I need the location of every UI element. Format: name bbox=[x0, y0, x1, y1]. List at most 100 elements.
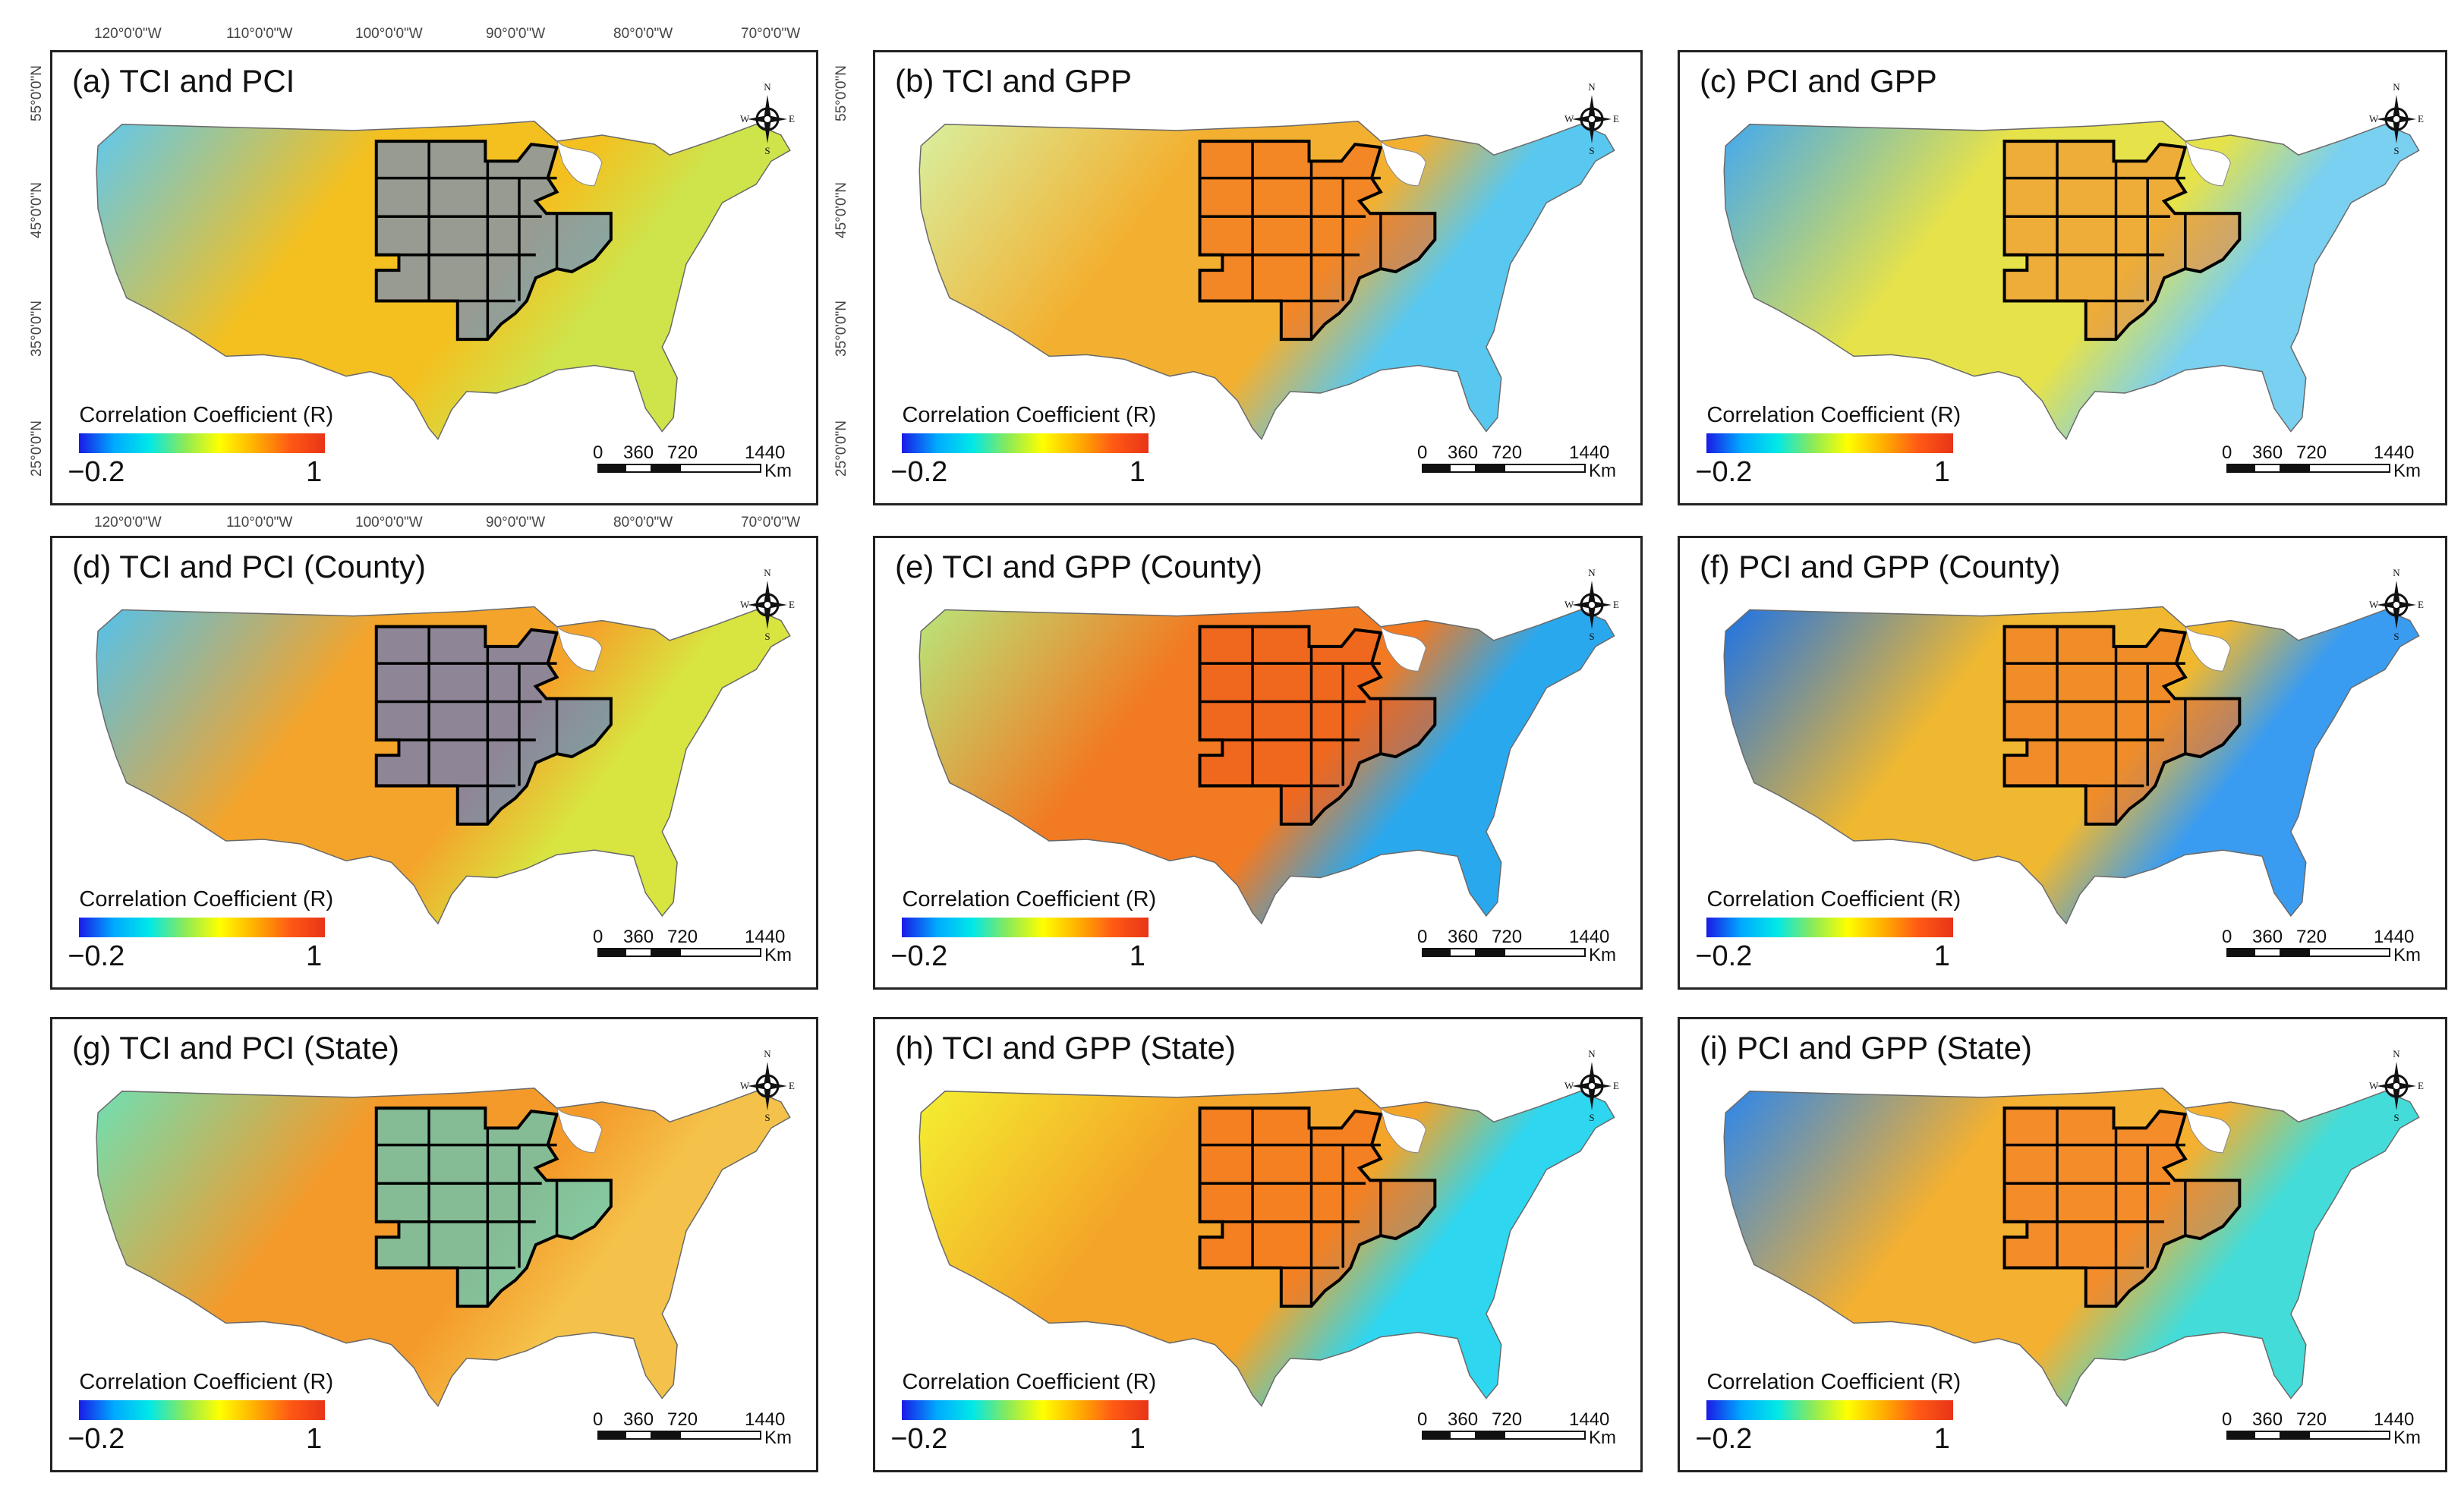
map-panel-b: (b) TCI and GPP N S W E Correlation Coef… bbox=[873, 50, 1643, 505]
panel-title: (d) TCI and PCI (County) bbox=[72, 549, 427, 584]
scale-tick: 720 bbox=[2296, 442, 2327, 463]
legend-colorbar bbox=[902, 1400, 1149, 1420]
scale-tick: 720 bbox=[1492, 927, 1523, 947]
us-map bbox=[918, 1087, 1615, 1408]
map-panel-e: (e) TCI and GPP (County) N S W E Correla… bbox=[873, 536, 1643, 990]
scale-segment bbox=[1504, 1431, 1586, 1440]
map-panel-d: (d) TCI and PCI (County) N S W E Correla… bbox=[50, 536, 818, 990]
us-map bbox=[96, 1087, 791, 1408]
lon-label: 80°0'0"W bbox=[613, 515, 673, 530]
scale-tick: 360 bbox=[2252, 927, 2283, 947]
map-panel-a: (a) TCI and PCI N S W E Correlation Coef… bbox=[50, 50, 818, 505]
legend-colorbar bbox=[79, 918, 326, 937]
scale-unit: Km bbox=[2393, 461, 2421, 481]
legend-title: Correlation Coefficient (R) bbox=[902, 887, 1157, 911]
great-lakes bbox=[556, 1107, 603, 1154]
us-map bbox=[1723, 1087, 2420, 1408]
scale-segment bbox=[625, 948, 652, 957]
scale-segment bbox=[2281, 464, 2308, 473]
svg-text:S: S bbox=[764, 1112, 770, 1122]
state-lines bbox=[376, 141, 559, 340]
svg-text:S: S bbox=[1589, 145, 1594, 156]
scale-unit: Km bbox=[2393, 945, 2421, 965]
scale-segment bbox=[2226, 464, 2254, 473]
lon-label: 70°0'0"W bbox=[741, 515, 801, 530]
legend-colorbar bbox=[1706, 1400, 1953, 1420]
scale-bar: 0 360 720 1440 Km bbox=[593, 442, 805, 481]
scale-tick: 0 bbox=[1417, 442, 1428, 463]
panel-title: (e) TCI and GPP (County) bbox=[895, 549, 1262, 584]
scale-segment bbox=[2308, 948, 2390, 957]
legend-min-label: −0.2 bbox=[890, 940, 948, 972]
scale-tick: 360 bbox=[1448, 927, 1479, 947]
compass-icon: N S W E bbox=[737, 80, 798, 156]
panel-title: (h) TCI and GPP (State) bbox=[895, 1030, 1236, 1066]
scale-segment bbox=[597, 1431, 625, 1440]
state-lines bbox=[2004, 626, 2187, 824]
legend-colorbar bbox=[902, 433, 1149, 453]
svg-text:N: N bbox=[2393, 567, 2400, 578]
legend-max-label: 1 bbox=[1129, 1423, 1145, 1455]
scale-bar: 0 360 720 1440 Km bbox=[2222, 442, 2434, 481]
midwest-highlight bbox=[374, 140, 613, 342]
lon-label: 110°0'0"W bbox=[226, 26, 293, 42]
svg-text:N: N bbox=[2393, 81, 2400, 93]
lat-label: 25°0'0"N bbox=[29, 420, 45, 477]
map-panel-h: (h) TCI and GPP (State) N S W E Correlat… bbox=[873, 1017, 1643, 1472]
scale-segment bbox=[2226, 948, 2254, 957]
scale-segment bbox=[652, 1431, 679, 1440]
lon-label: 100°0'0"W bbox=[355, 26, 423, 42]
scale-segment bbox=[597, 948, 625, 957]
great-lakes bbox=[556, 625, 603, 672]
legend-min-label: −0.2 bbox=[1695, 456, 1753, 488]
legend-title: Correlation Coefficient (R) bbox=[79, 887, 334, 911]
midwest-highlight bbox=[1198, 1107, 1437, 1308]
midwest-highlight bbox=[374, 625, 613, 826]
svg-text:E: E bbox=[789, 113, 795, 124]
legend-colorbar bbox=[1706, 918, 1953, 937]
great-lakes bbox=[2184, 140, 2231, 187]
scale-tick: 0 bbox=[1417, 927, 1428, 947]
scale-tick: 360 bbox=[1448, 442, 1479, 463]
scale-segment bbox=[1476, 464, 1504, 473]
compass-icon: N S W E bbox=[737, 565, 798, 642]
scale-tick: 1440 bbox=[1569, 927, 1610, 947]
scale-segment bbox=[2308, 464, 2390, 473]
svg-text:W: W bbox=[2369, 599, 2379, 610]
scale-unit: Km bbox=[1589, 945, 1616, 965]
legend-min-label: −0.2 bbox=[1695, 940, 1753, 972]
legend-max-label: 1 bbox=[1933, 940, 1950, 972]
state-lines bbox=[1199, 1108, 1382, 1307]
svg-text:N: N bbox=[2393, 1048, 2400, 1059]
scale-segment bbox=[1504, 464, 1586, 473]
legend-title: Correlation Coefficient (R) bbox=[1706, 1370, 1961, 1394]
scale-segment bbox=[597, 464, 625, 473]
scale-segment bbox=[679, 1431, 761, 1440]
scale-segment bbox=[2281, 1431, 2308, 1440]
svg-text:W: W bbox=[2369, 113, 2379, 124]
scale-segment bbox=[1422, 464, 1449, 473]
scale-bar: 0 360 720 1440 Km bbox=[1417, 1409, 1630, 1448]
legend-min-label: −0.2 bbox=[68, 1423, 125, 1455]
great-lakes bbox=[1379, 140, 1426, 187]
scale-segment bbox=[1476, 1431, 1504, 1440]
midwest-highlight bbox=[1198, 140, 1437, 342]
state-lines bbox=[2004, 141, 2187, 340]
panel-title: (c) PCI and GPP bbox=[1700, 63, 1937, 99]
svg-text:E: E bbox=[1613, 113, 1619, 124]
map-panel-f: (f) PCI and GPP (County) N S W E Correla… bbox=[1678, 536, 2447, 990]
svg-text:W: W bbox=[2369, 1080, 2379, 1091]
legend-colorbar bbox=[79, 1400, 326, 1420]
svg-text:W: W bbox=[1564, 599, 1574, 610]
svg-text:E: E bbox=[789, 599, 795, 610]
scale-unit: Km bbox=[1589, 1428, 1616, 1448]
great-lakes bbox=[1379, 625, 1426, 672]
svg-text:S: S bbox=[764, 631, 770, 641]
scale-tick: 1440 bbox=[745, 1409, 786, 1430]
scale-segment bbox=[2254, 464, 2281, 473]
svg-text:N: N bbox=[1588, 1048, 1596, 1059]
svg-text:N: N bbox=[764, 1048, 771, 1059]
panel-title: (b) TCI and GPP bbox=[895, 63, 1133, 99]
scale-tick: 720 bbox=[667, 1409, 698, 1430]
us-map bbox=[96, 606, 791, 925]
